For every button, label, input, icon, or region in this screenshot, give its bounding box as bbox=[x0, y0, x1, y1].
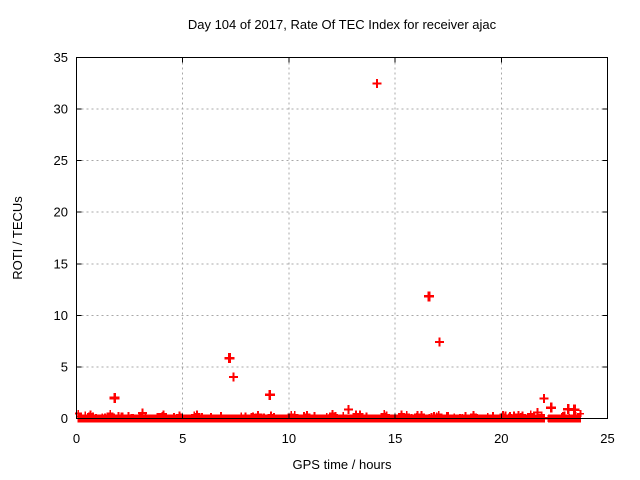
data-point bbox=[109, 392, 120, 403]
band-point bbox=[413, 410, 421, 418]
data-point bbox=[229, 372, 239, 382]
x-tick-label: 0 bbox=[73, 431, 80, 446]
band-point bbox=[383, 411, 391, 419]
data-point bbox=[546, 402, 557, 413]
x-tick-label: 20 bbox=[494, 431, 508, 446]
x-tick-label: 5 bbox=[179, 431, 186, 446]
band-point bbox=[506, 411, 514, 419]
band-point bbox=[527, 410, 535, 418]
band-point bbox=[303, 410, 311, 418]
data-point bbox=[435, 337, 445, 347]
band-point bbox=[193, 410, 201, 418]
band-point bbox=[254, 411, 262, 418]
band-point bbox=[470, 410, 478, 418]
y-tick-label: 10 bbox=[54, 308, 68, 323]
band-point bbox=[136, 414, 143, 421]
data-point bbox=[532, 407, 542, 417]
chart-title: Day 104 of 2017, Rate Of TEC Index for r… bbox=[187, 17, 497, 32]
data-point bbox=[539, 393, 549, 403]
data-point bbox=[372, 78, 382, 88]
band-point bbox=[217, 412, 225, 420]
y-tick-label: 35 bbox=[54, 50, 68, 65]
band-point bbox=[576, 410, 584, 418]
band-point bbox=[291, 411, 299, 419]
band-point bbox=[356, 410, 364, 418]
y-tick-label: 15 bbox=[54, 256, 68, 271]
band-point bbox=[435, 411, 443, 418]
band-point bbox=[106, 409, 114, 417]
data-point bbox=[224, 353, 235, 364]
band-point bbox=[519, 411, 526, 419]
band-point bbox=[332, 412, 340, 420]
y-tick-label: 25 bbox=[54, 153, 68, 168]
y-tick-label: 30 bbox=[54, 102, 68, 117]
x-tick-label: 25 bbox=[600, 431, 614, 446]
band-point bbox=[444, 411, 452, 419]
data-point bbox=[343, 405, 353, 415]
data-point bbox=[137, 408, 147, 418]
band-point bbox=[559, 411, 567, 419]
band-point bbox=[325, 414, 333, 422]
x-tick-label: 10 bbox=[282, 431, 296, 446]
band-point bbox=[125, 411, 132, 419]
band-point bbox=[398, 410, 405, 418]
data-point bbox=[424, 291, 435, 302]
y-tick-label: 5 bbox=[61, 359, 68, 374]
y-tick-label: 20 bbox=[54, 205, 68, 220]
x-tick-label: 15 bbox=[388, 431, 402, 446]
data-point bbox=[264, 389, 275, 400]
y-tick-label: 0 bbox=[61, 411, 68, 426]
x-axis-label: GPS time / hours bbox=[292, 457, 392, 472]
data-point bbox=[569, 404, 580, 415]
band-point bbox=[310, 411, 318, 419]
band-point bbox=[489, 411, 497, 419]
plot-border bbox=[76, 57, 608, 419]
